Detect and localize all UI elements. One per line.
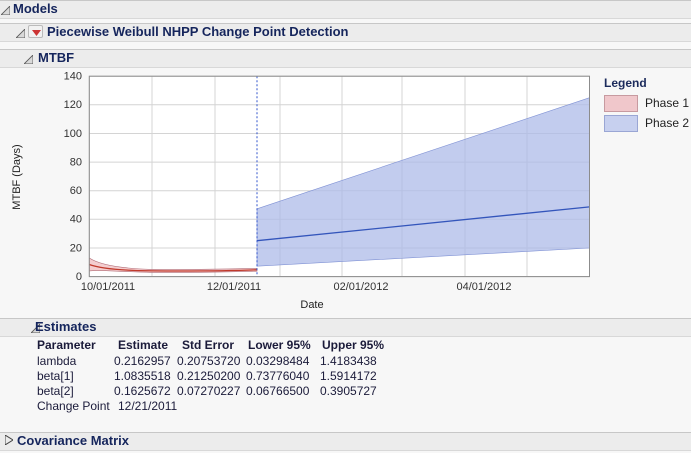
svg-text:04/01/2012: 04/01/2012 (456, 281, 511, 293)
svg-text:60: 60 (70, 185, 82, 197)
svg-text:100: 100 (64, 128, 82, 140)
svg-text:Date: Date (300, 299, 323, 311)
svg-text:40: 40 (70, 214, 82, 226)
svg-text:80: 80 (70, 156, 82, 168)
svg-text:10/01/2011: 10/01/2011 (81, 281, 135, 293)
svg-text:20: 20 (70, 242, 82, 254)
svg-text:120: 120 (64, 99, 82, 111)
svg-text:140: 140 (64, 71, 82, 83)
svg-text:12/01/2011: 12/01/2011 (207, 281, 261, 293)
svg-text:02/01/2012: 02/01/2012 (333, 281, 388, 293)
svg-text:MTBF (Days): MTBF (Days) (11, 144, 23, 209)
